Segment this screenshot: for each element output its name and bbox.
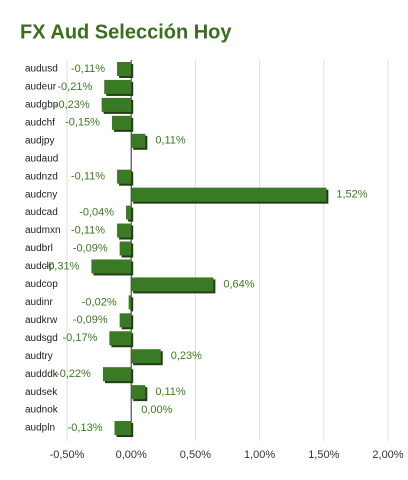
bar: [131, 349, 161, 364]
y-tick-label: audgbp: [25, 100, 59, 111]
value-label: -0,09%: [73, 314, 108, 326]
value-label: 0,64%: [223, 278, 254, 290]
bar: [126, 205, 132, 220]
chart-title: FX Aud Selección Hoy: [20, 21, 232, 43]
y-tick-label: audclp: [25, 261, 55, 272]
bar: [131, 385, 146, 400]
value-label: -0,31%: [45, 260, 80, 272]
x-tick-label: 0,00%: [116, 449, 147, 461]
bar: [91, 259, 132, 274]
bar: [104, 79, 132, 94]
bar: [117, 223, 132, 238]
y-tick-label: audcop: [25, 279, 58, 290]
y-tick-label: audsgd: [25, 333, 58, 344]
value-label: -0,17%: [63, 332, 98, 344]
y-tick-label: audpln: [25, 423, 55, 434]
value-label: -0,11%: [71, 224, 105, 236]
value-label: 0,11%: [155, 386, 186, 398]
value-label: -0,23%: [55, 99, 90, 111]
y-tick-label: audkrw: [25, 315, 58, 326]
value-label: -0,11%: [71, 63, 105, 75]
value-label: 0,11%: [155, 135, 186, 147]
value-label: 0,00%: [141, 404, 172, 416]
bar: [102, 367, 132, 382]
value-label: -0,02%: [82, 296, 117, 308]
value-label: -0,13%: [68, 422, 103, 434]
y-tick-label: audnzd: [25, 171, 58, 182]
value-label: 1,52%: [336, 189, 367, 201]
bar: [109, 331, 132, 346]
bar: [117, 61, 132, 76]
y-tick-label: audbrl: [25, 243, 53, 254]
y-tick-label: audjpy: [25, 135, 54, 146]
y-tick-label: audsek: [25, 387, 58, 398]
y-tick-label: audeur: [25, 82, 57, 93]
bar: [119, 241, 132, 256]
bar: [131, 187, 327, 202]
y-tick-label: audcad: [25, 207, 58, 218]
y-tick-label: audchf: [25, 117, 55, 128]
bar: [111, 115, 132, 130]
y-tick-label: audtry: [25, 351, 53, 362]
y-tick-label: audnok: [25, 405, 59, 416]
value-label: -0,21%: [57, 81, 92, 93]
value-label: -0,11%: [71, 171, 105, 183]
bar: [131, 133, 146, 148]
bar: [117, 169, 132, 184]
x-tick-label: -0,50%: [50, 449, 85, 461]
x-tick-label: 2,00%: [372, 449, 403, 461]
bar: [128, 295, 132, 310]
bar: [101, 97, 132, 112]
x-tick-label: 0,50%: [180, 449, 211, 461]
value-label: -0,15%: [65, 117, 100, 129]
y-tick-label: audinr: [25, 297, 53, 308]
y-tick-label: audmxn: [25, 225, 61, 236]
bar: [114, 421, 132, 436]
y-tick-label: audaud: [25, 153, 58, 164]
y-tick-label: audusd: [25, 64, 58, 75]
y-tick-label: audddk: [25, 369, 59, 380]
bar: [119, 313, 132, 328]
bar-shadow: [130, 297, 134, 312]
x-tick-label: 1,50%: [308, 449, 339, 461]
value-label: 0,23%: [171, 350, 202, 362]
value-label: -0,22%: [56, 368, 91, 380]
x-tick-label: 1,00%: [244, 449, 275, 461]
bar: [131, 277, 214, 292]
y-tick-label: audcny: [25, 189, 57, 200]
value-label: -0,09%: [73, 242, 108, 254]
value-label: -0,04%: [79, 207, 114, 219]
